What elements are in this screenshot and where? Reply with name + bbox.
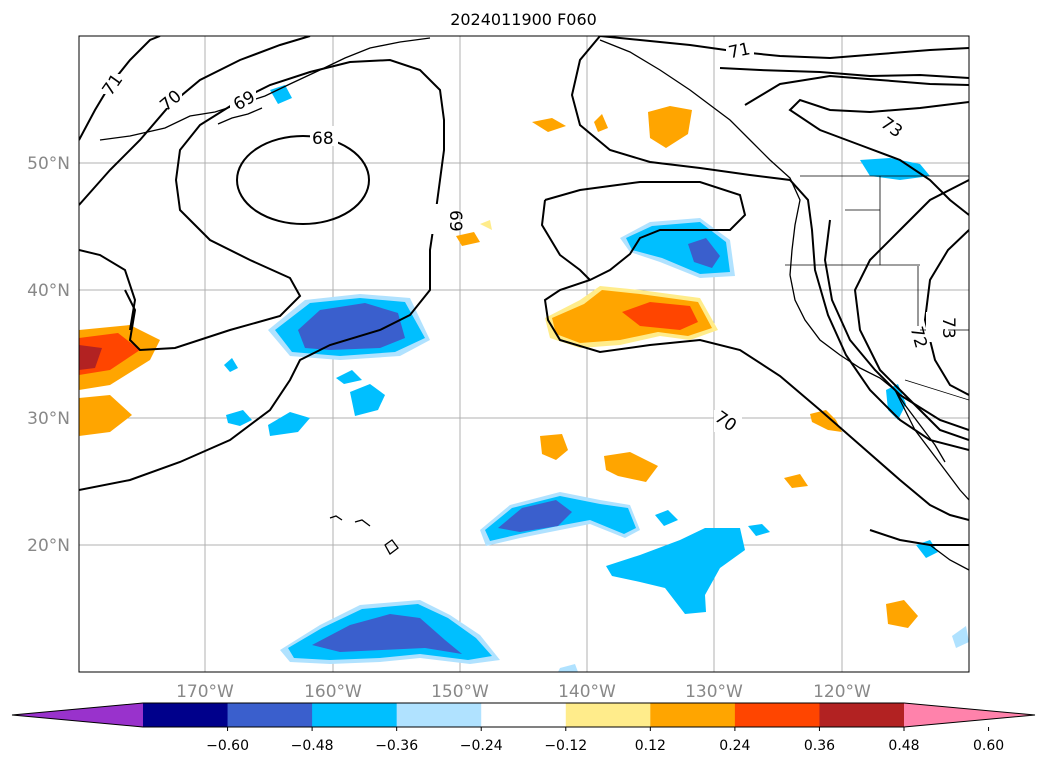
colorbar-tick-label: −0.24 bbox=[460, 738, 503, 754]
cold-patch-1 bbox=[350, 384, 385, 416]
cold-patch-13 bbox=[558, 664, 578, 672]
lon-label: 120°W bbox=[813, 682, 871, 702]
lat-label: 20°N bbox=[27, 536, 70, 556]
colorbar-segment bbox=[143, 703, 229, 727]
warm-patch-5 bbox=[648, 106, 692, 148]
lon-labels: 170°W 160°W 150°W 140°W 130°W 120°W bbox=[176, 682, 871, 702]
cold-core-155w bbox=[312, 614, 462, 654]
warm-patch-9 bbox=[784, 474, 808, 488]
warm-patch-10 bbox=[886, 600, 918, 628]
contour-71-north bbox=[599, 36, 969, 60]
contour-68 bbox=[236, 135, 370, 225]
lat-labels: 50°N 40°N 30°N 20°N bbox=[27, 154, 70, 556]
coastlines bbox=[99, 37, 969, 571]
cold-patch-5 bbox=[224, 358, 238, 372]
lon-label: 130°W bbox=[685, 682, 743, 702]
contour-73-north bbox=[788, 98, 969, 216]
contour-72-north bbox=[719, 67, 969, 79]
contour-71-west bbox=[79, 36, 161, 141]
colorbar: −0.60 −0.48 −0.36 −0.24 −0.12 0.12 0.24 0.36 0.4… bbox=[11, 702, 1036, 754]
cold-patch-4 bbox=[336, 370, 362, 384]
colorbar-segment bbox=[734, 703, 820, 727]
cold-patch-6 bbox=[270, 85, 292, 104]
colorbar-tick-label: −0.36 bbox=[375, 738, 418, 754]
warm-patch-2 bbox=[604, 452, 658, 482]
contour-71-east bbox=[570, 36, 969, 451]
warm-core-135w bbox=[622, 302, 698, 330]
lat-label: 50°N bbox=[27, 154, 70, 174]
colorbar-segment bbox=[819, 703, 905, 727]
lon-label: 170°W bbox=[176, 682, 234, 702]
contour-70-loop bbox=[540, 199, 591, 281]
colorbar-segment bbox=[565, 703, 651, 727]
colorbar-tick-label: −0.12 bbox=[544, 738, 587, 754]
anomaly-shading bbox=[79, 85, 969, 672]
colorbar-tick-label: −0.48 bbox=[291, 738, 334, 754]
cold-core-135w bbox=[688, 238, 720, 268]
contour-70-west bbox=[79, 36, 311, 206]
colorbar-tick-label: 0.12 bbox=[635, 738, 666, 754]
cold-patch-3 bbox=[226, 410, 252, 426]
lat-label: 40°N bbox=[27, 281, 70, 301]
colorbar-extend-min bbox=[12, 703, 143, 727]
colorbar-tick-label: 0.36 bbox=[804, 738, 835, 754]
contour-label: 69 bbox=[445, 210, 465, 232]
colorbar-extend-max bbox=[904, 703, 1035, 727]
colorbar-segment bbox=[481, 703, 567, 727]
warm-patch-6 bbox=[456, 232, 480, 246]
cold-core-160w bbox=[298, 303, 405, 350]
plot-area bbox=[79, 36, 969, 672]
colorbar-outline bbox=[11, 702, 1036, 728]
warm-patch-7 bbox=[480, 220, 492, 230]
contour-73-east bbox=[923, 229, 969, 396]
contour-labels: 71 70 69 68 69 71 73 70 73 72 bbox=[96, 38, 958, 436]
contour-label: 68 bbox=[312, 129, 334, 149]
warm-patch-8 bbox=[810, 410, 842, 432]
contour-label: 71 bbox=[727, 39, 752, 63]
contours bbox=[79, 36, 969, 546]
colorbar-segment bbox=[650, 703, 736, 727]
contour-69-a bbox=[79, 249, 137, 331]
lon-label: 140°W bbox=[558, 682, 616, 702]
lon-label: 160°W bbox=[304, 682, 362, 702]
colorbar-tick-label: −0.60 bbox=[206, 738, 249, 754]
contour-69-main bbox=[79, 58, 445, 491]
warm-patch-4 bbox=[594, 114, 608, 132]
contour-70-south bbox=[869, 529, 969, 546]
warm-patch-1 bbox=[540, 434, 568, 460]
cold-patch-10 bbox=[860, 158, 930, 180]
contour-72-arc bbox=[744, 74, 969, 106]
plot-frame bbox=[78, 35, 970, 673]
cold-core-145w bbox=[498, 500, 572, 532]
cold-patch-8 bbox=[748, 524, 770, 536]
contour-71-coast bbox=[823, 219, 969, 431]
colorbar-tick-label: 0.48 bbox=[888, 738, 919, 754]
warm-anomaly-left-2 bbox=[79, 395, 132, 436]
lat-label: 30°N bbox=[27, 409, 70, 429]
borders bbox=[785, 175, 969, 401]
warm-patch-3 bbox=[532, 118, 566, 132]
cold-patch-7 bbox=[655, 510, 678, 526]
colorbar-segment bbox=[227, 703, 313, 727]
contour-72-coast bbox=[853, 179, 969, 441]
cold-patch-12 bbox=[952, 626, 969, 648]
cold-anomaly-130w bbox=[606, 528, 745, 614]
lon-label: 150°W bbox=[431, 682, 489, 702]
colorbar-segment bbox=[396, 703, 482, 727]
cold-patch-2 bbox=[268, 412, 310, 436]
contour-label: 73 bbox=[938, 317, 958, 339]
colorbar-segment bbox=[312, 703, 398, 727]
contour-70-central bbox=[543, 181, 969, 521]
map-title: 2024011900 F060 bbox=[450, 10, 597, 29]
colorbar-tick-label: 0.24 bbox=[719, 738, 750, 754]
colorbar-tick-label: 0.60 bbox=[973, 738, 1004, 754]
warm-max-left bbox=[79, 345, 102, 370]
